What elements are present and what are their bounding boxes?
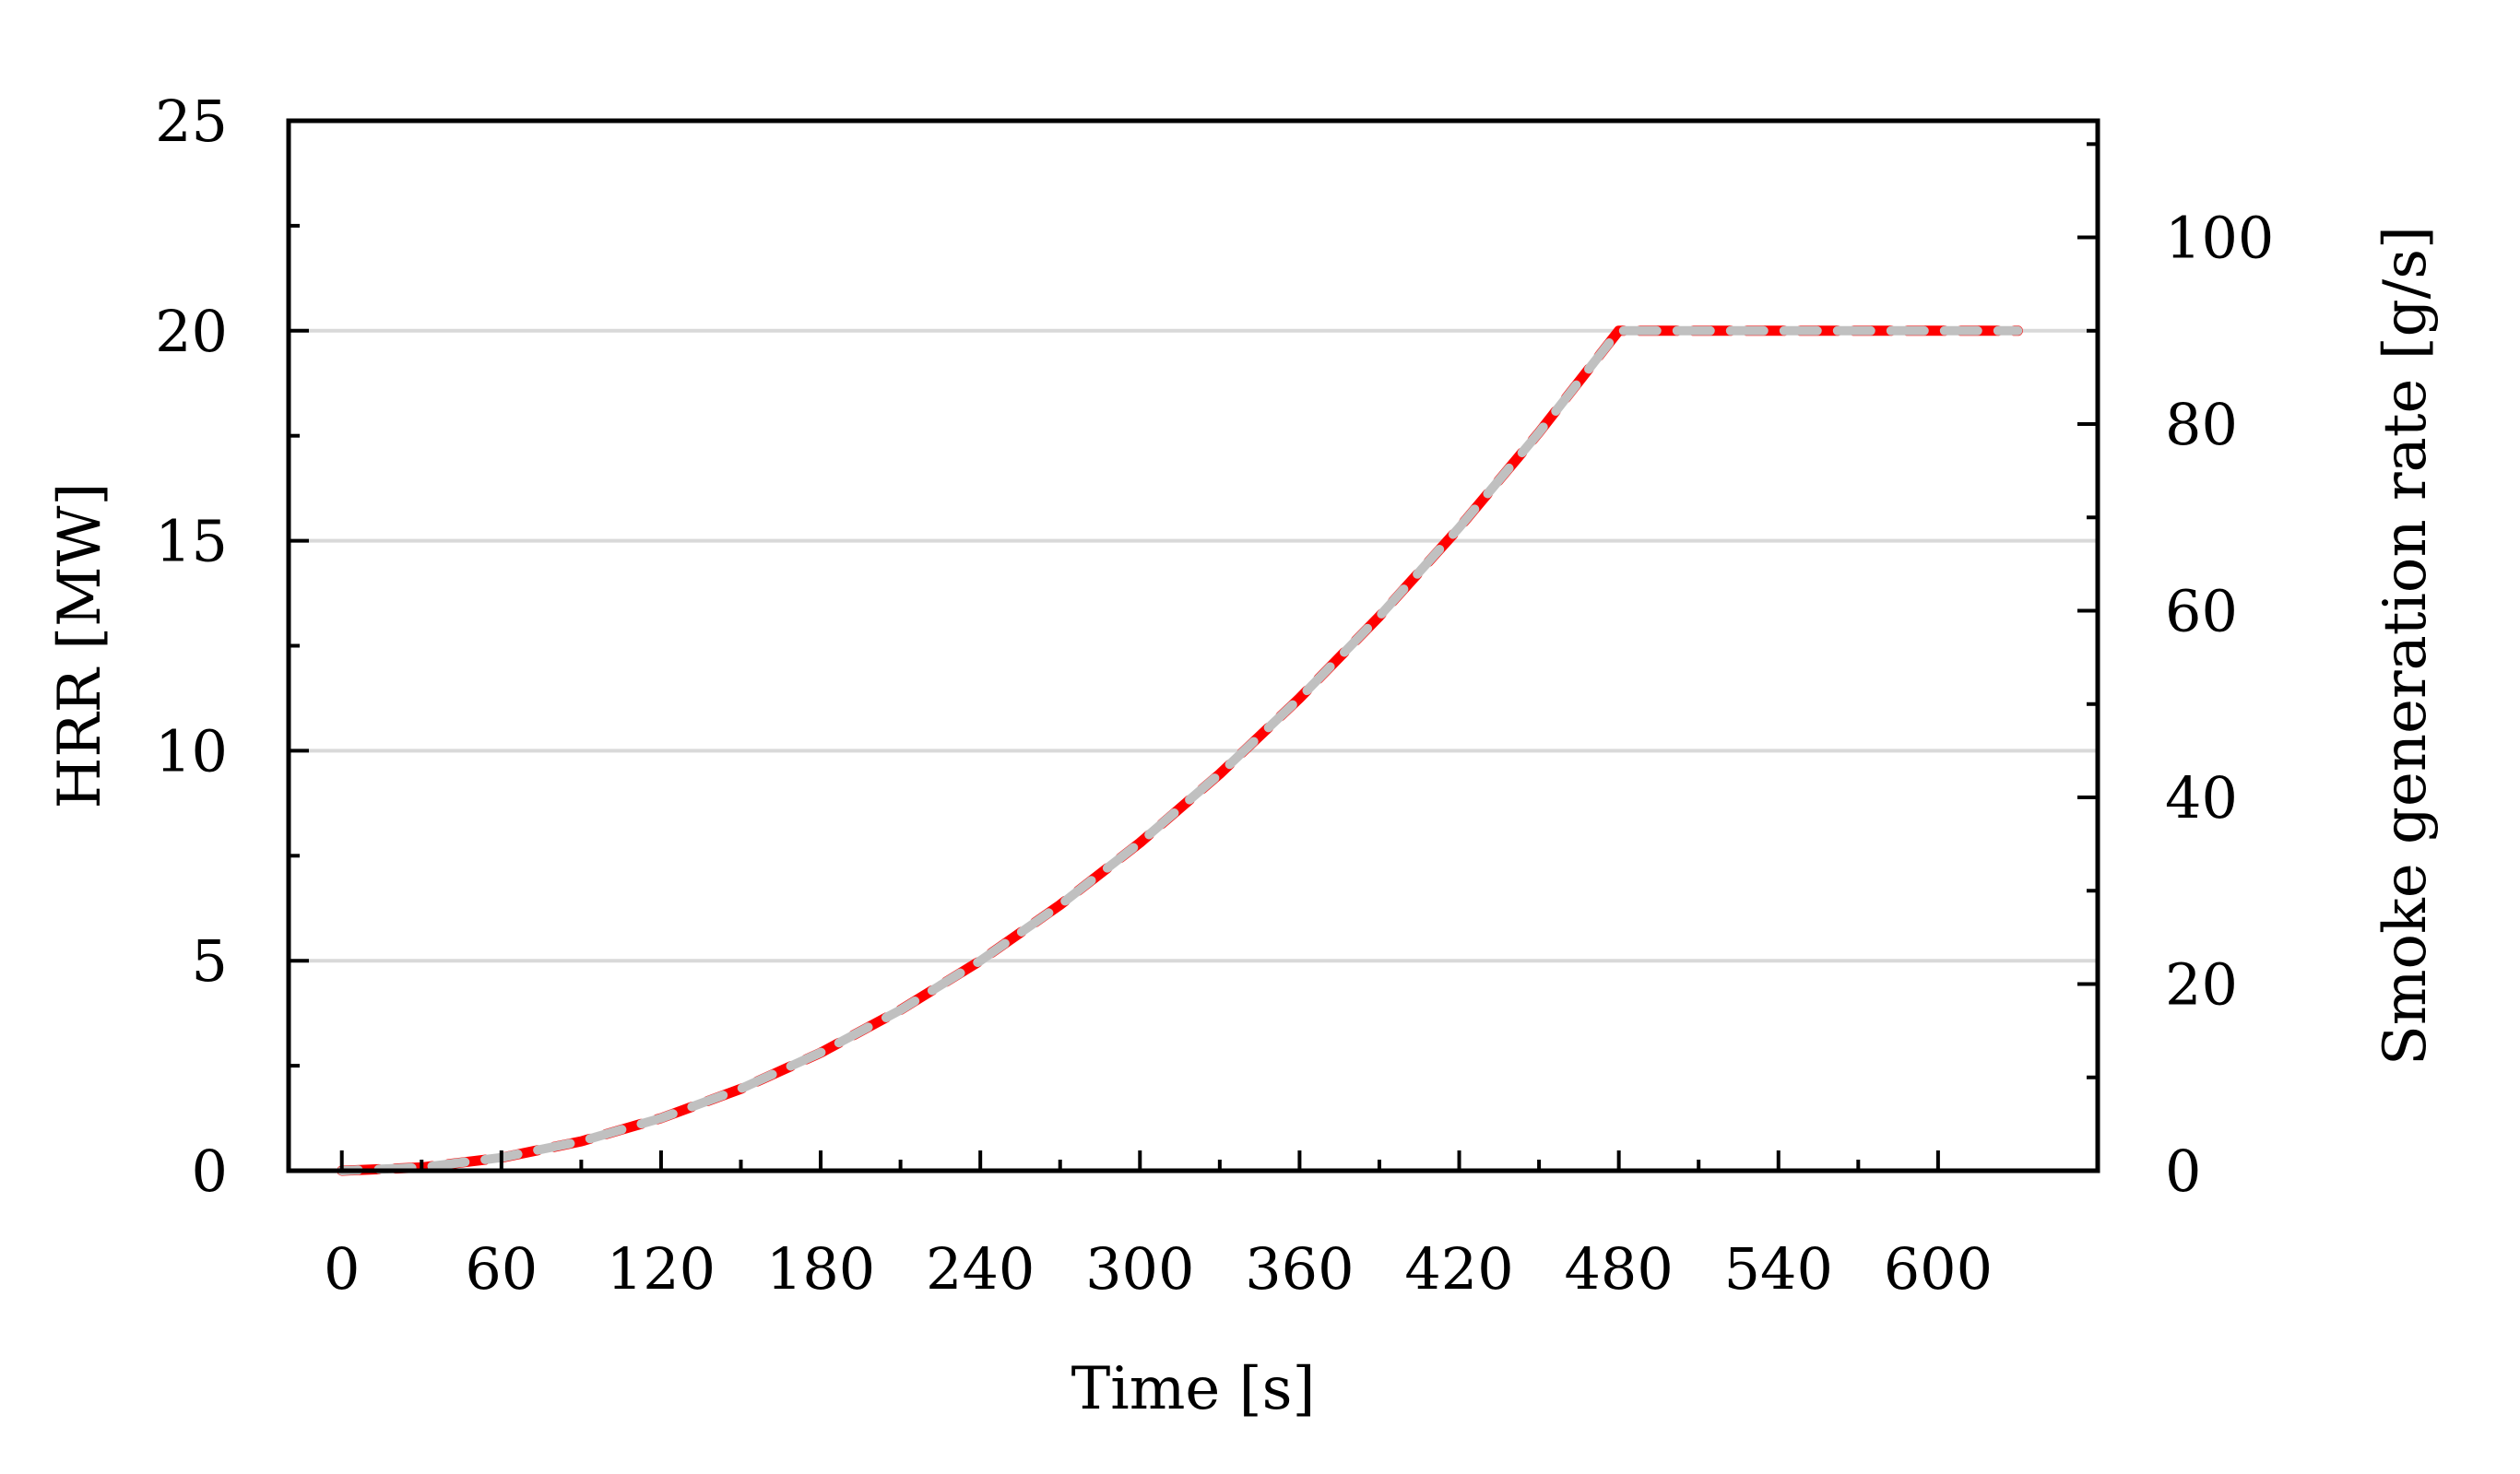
y-tick-label-25: 25 bbox=[155, 88, 228, 155]
x-tick-label-600: 600 bbox=[1884, 1235, 1993, 1303]
x-axis-label: Time [s] bbox=[1071, 1355, 1316, 1423]
x-tick-label-480: 480 bbox=[1564, 1235, 1673, 1303]
gridlines bbox=[289, 328, 2098, 963]
y-tick-label-5: 5 bbox=[192, 927, 228, 995]
x-tick-label-180: 180 bbox=[766, 1235, 875, 1303]
x-tick-label-0: 0 bbox=[324, 1235, 360, 1303]
x-tick-label-240: 240 bbox=[926, 1235, 1035, 1303]
y2-tick-label-40: 40 bbox=[2165, 764, 2238, 831]
series-line-2 bbox=[337, 325, 2023, 1175]
x-tick-label-300: 300 bbox=[1085, 1235, 1194, 1303]
x-tick-label-540: 540 bbox=[1724, 1235, 1833, 1303]
series-layer bbox=[337, 325, 2023, 1176]
ticks bbox=[289, 119, 2098, 1173]
tick-labels: 0 60 120 180 240 300 360 420 480 540 6000510152025… bbox=[155, 88, 2274, 1303]
y2-tick-label-80: 80 bbox=[2165, 391, 2238, 458]
plot-frame bbox=[286, 118, 2100, 1173]
y-tick-label-0: 0 bbox=[192, 1138, 228, 1205]
x-tick-label-60: 60 bbox=[465, 1235, 538, 1303]
y2-tick-label-20: 20 bbox=[2165, 951, 2238, 1019]
y2-tick-label-0: 0 bbox=[2165, 1138, 2201, 1205]
y-tick-label-10: 10 bbox=[155, 717, 228, 784]
y-axis-label: HRR [MW] bbox=[46, 483, 114, 809]
y2-tick-label-100: 100 bbox=[2165, 205, 2274, 272]
x-tick-label-120: 120 bbox=[607, 1235, 716, 1303]
x-tick-label-360: 360 bbox=[1245, 1235, 1354, 1303]
y2-axis-label: Smoke generation rate [g/s] bbox=[2372, 226, 2440, 1066]
y-tick-label-20: 20 bbox=[155, 298, 228, 365]
y2-tick-label-60: 60 bbox=[2165, 578, 2238, 645]
y-tick-label-15: 15 bbox=[155, 508, 228, 575]
x-tick-label-420: 420 bbox=[1404, 1235, 1513, 1303]
